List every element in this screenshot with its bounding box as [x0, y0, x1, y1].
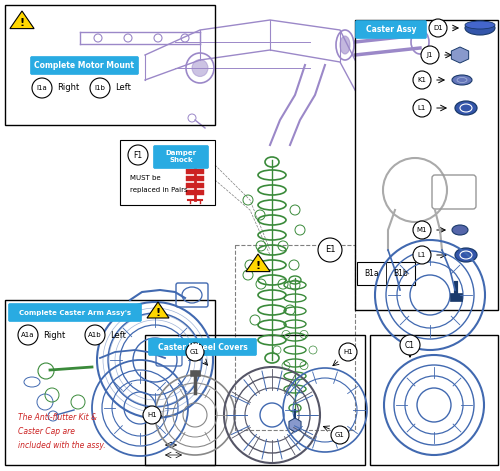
Text: Right: Right [43, 331, 65, 340]
Bar [186, 169, 204, 174]
Circle shape [128, 145, 148, 165]
Ellipse shape [340, 36, 350, 54]
Text: L1: L1 [418, 105, 426, 111]
Text: C1: C1 [405, 341, 415, 349]
Polygon shape [246, 254, 270, 272]
Bar [355, 20, 498, 310]
FancyBboxPatch shape [8, 303, 141, 322]
Circle shape [413, 221, 431, 239]
Bar [190, 370, 200, 376]
Ellipse shape [465, 21, 495, 29]
Circle shape [186, 343, 204, 361]
Ellipse shape [455, 101, 477, 115]
Ellipse shape [452, 225, 468, 235]
Text: A1a: A1a [21, 332, 35, 338]
Text: Left: Left [115, 83, 131, 92]
Text: Complete Caster Arm Assy's: Complete Caster Arm Assy's [19, 309, 131, 316]
Bar [5, 300, 215, 465]
Bar [145, 335, 365, 465]
Polygon shape [10, 11, 34, 29]
Text: B1b: B1b [394, 268, 408, 277]
Text: Right: Right [57, 83, 79, 92]
FancyBboxPatch shape [148, 339, 256, 356]
Circle shape [32, 78, 52, 98]
Circle shape [413, 246, 431, 264]
Text: Caster Assy: Caster Assy [366, 25, 416, 34]
Text: B1a: B1a [364, 268, 380, 277]
Text: Left: Left [110, 331, 126, 340]
Circle shape [421, 46, 439, 64]
Bar [186, 155, 204, 160]
Bar [235, 245, 355, 430]
Text: !: ! [156, 308, 160, 318]
Text: I1b: I1b [94, 85, 106, 91]
Circle shape [413, 99, 431, 117]
Text: K1: K1 [418, 77, 426, 83]
Text: included with the assy.: included with the assy. [18, 441, 106, 450]
Text: MUST be: MUST be [130, 175, 160, 181]
Bar [186, 176, 204, 181]
Bar [357, 262, 415, 285]
Text: !: ! [256, 261, 260, 271]
Text: J1: J1 [427, 52, 433, 58]
Text: M1: M1 [417, 227, 427, 233]
Circle shape [413, 71, 431, 89]
Text: F1: F1 [134, 151, 142, 160]
Circle shape [143, 406, 161, 424]
Circle shape [318, 238, 342, 262]
Polygon shape [452, 47, 468, 63]
Bar [370, 335, 498, 465]
Text: G1: G1 [190, 349, 200, 355]
Text: The Anti-flutter Kit &: The Anti-flutter Kit & [18, 414, 97, 422]
Circle shape [339, 343, 357, 361]
Text: Caster Cap are: Caster Cap are [18, 428, 75, 437]
Text: E1: E1 [325, 245, 335, 254]
Ellipse shape [452, 75, 472, 85]
Ellipse shape [192, 59, 208, 76]
Text: Complete Motor Mount: Complete Motor Mount [34, 61, 134, 70]
FancyBboxPatch shape [154, 146, 208, 169]
Text: L1: L1 [418, 252, 426, 258]
Polygon shape [147, 302, 169, 318]
Text: I1a: I1a [36, 85, 48, 91]
Bar [186, 190, 204, 195]
Circle shape [85, 325, 105, 345]
Text: G1: G1 [335, 432, 345, 438]
Circle shape [18, 325, 38, 345]
Circle shape [331, 426, 349, 444]
Text: A1b: A1b [88, 332, 102, 338]
Circle shape [90, 78, 110, 98]
Circle shape [400, 335, 420, 355]
Ellipse shape [455, 248, 477, 262]
Ellipse shape [465, 21, 495, 35]
Circle shape [429, 19, 447, 37]
Polygon shape [289, 418, 301, 432]
Text: Damper
Shock: Damper Shock [166, 151, 196, 163]
Text: H1: H1 [147, 412, 157, 418]
Text: H1: H1 [343, 349, 353, 355]
Text: D1: D1 [433, 25, 443, 31]
Text: !: ! [20, 18, 24, 28]
Bar [450, 293, 462, 301]
FancyBboxPatch shape [30, 57, 138, 74]
FancyBboxPatch shape [356, 21, 426, 39]
Bar [186, 183, 204, 188]
Text: Caster Wheel Covers: Caster Wheel Covers [158, 342, 248, 351]
Bar [186, 162, 204, 167]
Bar [120, 140, 215, 205]
Text: replaced in Pairs: replaced in Pairs [130, 187, 188, 193]
Bar [5, 5, 215, 125]
